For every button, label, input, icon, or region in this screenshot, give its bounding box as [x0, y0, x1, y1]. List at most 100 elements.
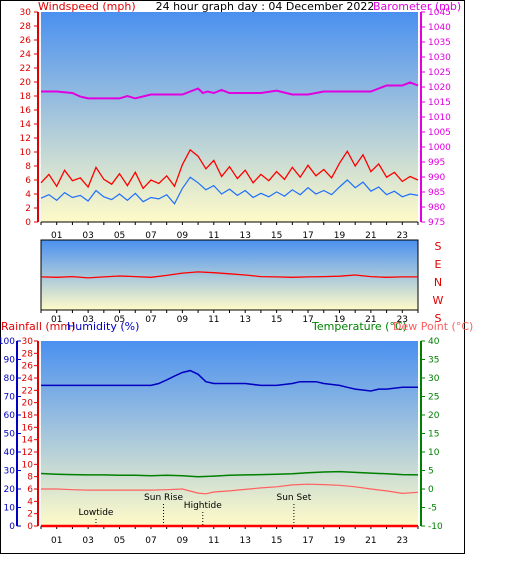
wind-tick-label: 10: [20, 148, 32, 158]
rain-tick-label: 14: [22, 436, 34, 446]
rain-tick-label: 22: [22, 386, 33, 396]
direction-hour-label: 01: [51, 315, 62, 325]
wind-hour-label: 19: [334, 231, 346, 241]
wind-hour-label: 07: [145, 231, 156, 241]
temperature-tick-label: 25: [428, 393, 439, 403]
wind-hour-label: 13: [239, 231, 250, 241]
weather-hour-label: 13: [239, 536, 250, 546]
temperature-tick-label: -5: [428, 504, 437, 514]
wind-hour-label: 03: [82, 231, 93, 241]
barometer-tick-label: 985: [428, 188, 445, 198]
wind-tick-label: 14: [20, 120, 32, 130]
temperature-tick-label: 0: [428, 485, 434, 495]
humidity-tick-label: 30: [4, 467, 16, 477]
series-gust: [40, 148, 419, 190]
temperature-tick-label: 30: [428, 374, 440, 384]
weather-hour-label: 19: [334, 536, 346, 546]
barometer-axis-label: Barometer (mb): [373, 0, 461, 13]
series-direction: [40, 271, 418, 279]
rain-tick-label: 26: [22, 362, 34, 372]
wind-hour-label: 17: [302, 231, 313, 241]
wind-tick-label: 0: [25, 218, 31, 228]
humidity-tick-label: 20: [4, 485, 16, 495]
wind-tick-label: 16: [20, 106, 32, 116]
wind-tick-label: 28: [20, 22, 32, 32]
temperature-tick-label: 35: [428, 356, 439, 366]
dewpoint-axis-label: Dew Point (°C): [393, 320, 473, 333]
humidity-tick-label: 90: [4, 356, 16, 366]
barometer-tick-label: 1025: [428, 68, 451, 78]
rain-tick-label: 4: [27, 497, 33, 507]
annotation-label: Lowtide: [78, 508, 113, 518]
weather-plot-area: [41, 341, 418, 526]
page-title: 24 hour graph day : 04 December 2022: [156, 0, 375, 13]
barometer-tick-label: 975: [428, 218, 445, 228]
wind-tick-label: 22: [20, 64, 31, 74]
direction-hour-label: 09: [177, 315, 189, 325]
direction-tick-label: W: [433, 294, 444, 307]
rain-tick-label: 28: [22, 349, 34, 359]
barometer-tick-label: 1010: [428, 113, 451, 123]
wind-tick-label: 2: [25, 204, 31, 214]
wind-tick-label: 4: [25, 190, 31, 200]
direction-hour-label: 07: [145, 315, 156, 325]
wind-tick-label: 30: [20, 8, 32, 18]
direction-hour-label: 21: [365, 315, 376, 325]
series-average: [40, 176, 419, 205]
weather-hour-label: 23: [397, 536, 408, 546]
direction-hour-label: 05: [114, 315, 125, 325]
rain-tick-label: 30: [22, 337, 34, 347]
wind-plot-area: [41, 12, 418, 222]
temperature-tick-label: 5: [428, 467, 434, 477]
humidity-tick-label: 70: [4, 393, 16, 403]
annotation-label: Sun Rise: [144, 493, 183, 503]
wind-tick-label: 20: [20, 78, 32, 88]
annotation-label: Sun Set: [277, 493, 312, 503]
temperature-tick-label: 10: [428, 448, 440, 458]
direction-tick-label: S: [435, 312, 442, 325]
rain-tick-label: 8: [27, 473, 33, 483]
rain-tick-label: 2: [27, 510, 33, 520]
wind-hour-label: 21: [365, 231, 376, 241]
barometer-tick-label: 1040: [428, 23, 451, 33]
wind-tick-label: 26: [20, 36, 32, 46]
weather-hour-label: 11: [208, 536, 219, 546]
rain-tick-label: 16: [22, 423, 34, 433]
rainfall-axis-label: Rainfall (mm): [1, 320, 75, 333]
direction-hour-label: 03: [82, 315, 93, 325]
wind-tick-label: 6: [25, 176, 31, 186]
barometer-tick-label: 1045: [428, 8, 451, 18]
wind-hour-label: 23: [397, 231, 408, 241]
weather-hour-label: 17: [302, 536, 313, 546]
series-temperature: [40, 470, 419, 478]
temperature-axis-label: Temperature (°C): [311, 320, 407, 333]
direction-hour-label: 23: [397, 315, 408, 325]
weather-hour-label: 01: [51, 536, 62, 546]
wind-tick-label: 8: [25, 162, 31, 172]
direction-hour-label: 15: [271, 315, 282, 325]
barometer-tick-label: 1035: [428, 38, 451, 48]
weather-hour-label: 07: [145, 536, 156, 546]
direction-tick-label: N: [434, 276, 442, 289]
temperature-tick-label: 40: [428, 337, 440, 347]
direction-tick-label: S: [435, 240, 442, 253]
humidity-axis-label: Humidity (%): [67, 320, 139, 333]
wind-hour-label: 15: [271, 231, 282, 241]
humidity-tick-label: 40: [4, 448, 16, 458]
wind-hour-label: 05: [114, 231, 125, 241]
direction-hour-label: 19: [334, 315, 346, 325]
direction-hour-label: 11: [208, 315, 219, 325]
weather-hour-label: 15: [271, 536, 282, 546]
outer-border: [0, 0, 465, 554]
rain-tick-label: 0: [27, 522, 33, 532]
barometer-tick-label: 990: [428, 173, 445, 183]
wind-tick-label: 18: [20, 92, 32, 102]
humidity-tick-label: 50: [4, 430, 16, 440]
wind-tick-label: 24: [20, 50, 32, 60]
series-barometer: [41, 81, 419, 100]
temperature-tick-label: 15: [428, 430, 439, 440]
humidity-tick-label: 80: [4, 374, 16, 384]
rain-tick-label: 10: [22, 460, 34, 470]
humidity-tick-label: 60: [4, 411, 16, 421]
